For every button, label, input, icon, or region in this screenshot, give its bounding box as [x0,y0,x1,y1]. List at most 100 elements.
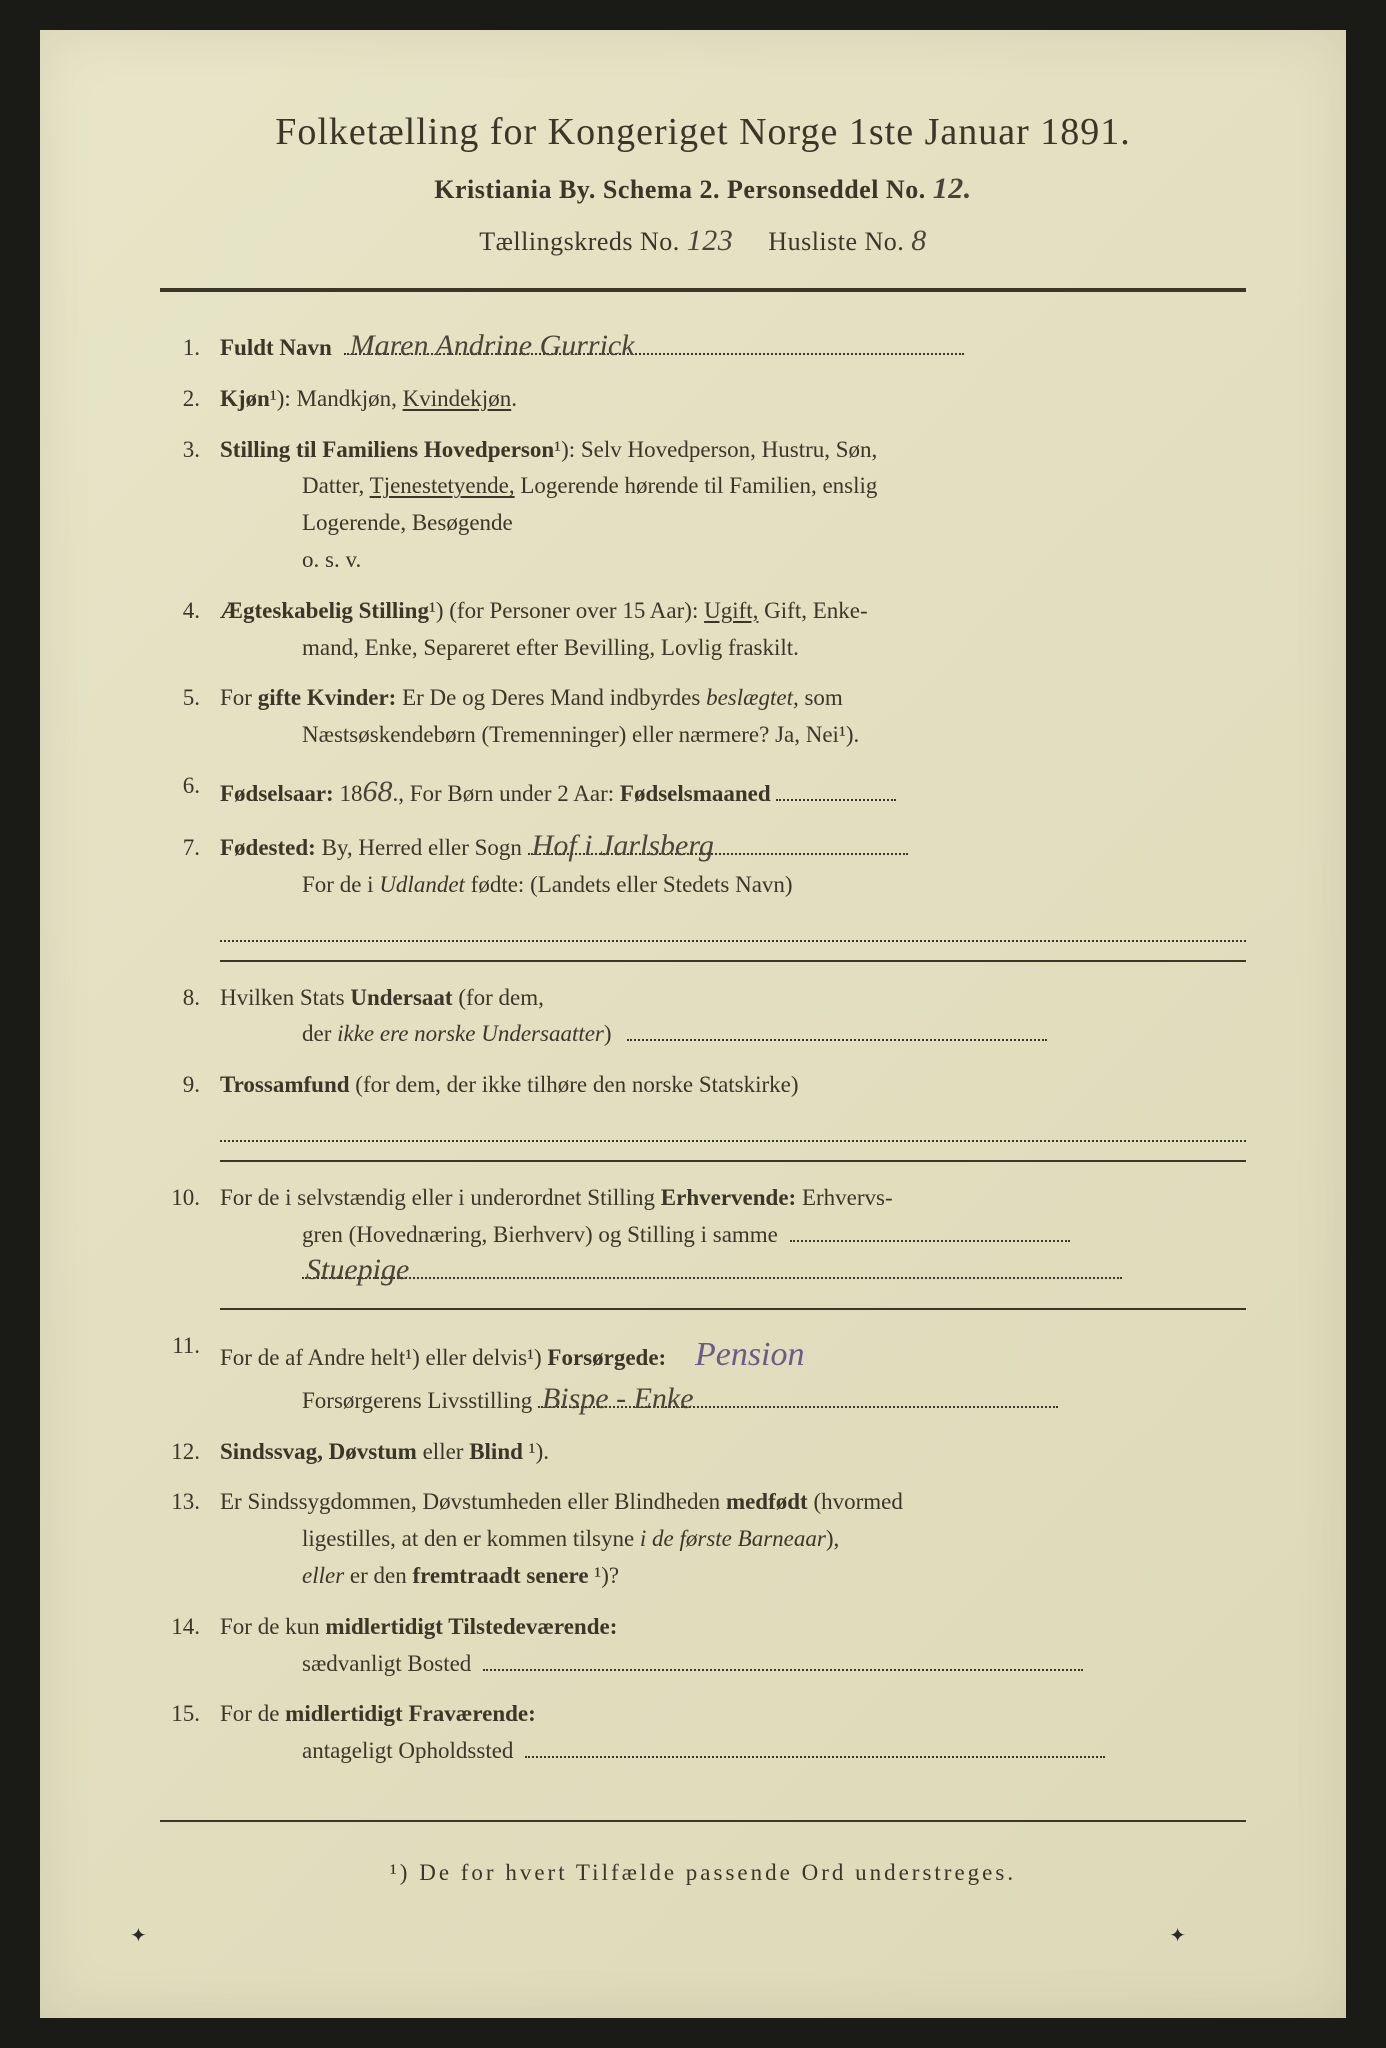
body-15: For de midlertidigt Fraværende: antageli… [220,1696,1246,1770]
label-11: Forsørgede: [542,1345,667,1370]
item-12: 12. Sindssvag, Døvstum eller Blind ¹). [160,1434,1246,1471]
i13a: i de første Barneaar [640,1526,826,1551]
label-3: Stilling til Familiens Hovedperson [220,437,554,462]
t11c-line: Forsørgerens Livsstilling Bispe - Enke [220,1383,1246,1420]
num-12: 12. [160,1434,220,1471]
kreds-no: 123 [687,224,734,258]
label-6: Fødselsaar: [220,781,334,806]
t7b-line: For de i Udlandet fødte: (Landets eller … [220,867,1246,904]
ul-2: Kvindekjøn [403,386,512,411]
label-2: Kjøn [220,386,270,411]
t11b: eller delvis [420,1345,527,1370]
label-6b: Fødselsmaaned [620,781,771,806]
husliste-no: 8 [911,224,927,258]
t12a: eller [417,1439,469,1464]
t13d: ), [826,1526,839,1551]
t3c: Logerende hørende til Familien, enslig [515,473,878,498]
personseddel-no: 12. [933,172,972,206]
sub-prefix: Kristiania By. Schema 2. Personseddel No… [434,175,925,204]
t8a: Hvilken Stats [220,985,350,1010]
t5c: som [799,685,843,710]
t3b-line: Datter, Tjenestetyende, Logerende hørend… [220,468,1246,505]
note-11a: ¹) [405,1345,420,1370]
label-15: midlertidigt Fraværende: [285,1701,536,1726]
item-7: 7. Fødested: By, Herred eller Sogn Hof i… [160,830,1246,904]
t7c: fødte: (Landets eller Stedets Navn) [465,872,793,897]
t8c-line: der ikke ere norske Undersaatter) [220,1016,1246,1053]
t6a: 18 [334,781,363,806]
footer-divider [160,1820,1246,1822]
t3d: Logerende, Besøgende [220,505,1246,542]
body-11: For de af Andre helt¹) eller delvis¹) Fo… [220,1328,1246,1419]
t15a: For de [220,1701,285,1726]
i7a: Udlandet [379,872,465,897]
divider-7-8 [220,960,1246,962]
header-divider [160,288,1246,292]
body-6: Fødselsaar: 1868., For Børn under 2 Aar:… [220,768,1246,816]
year-6: 68 [362,768,392,816]
document-page: Folketælling for Kongeriget Norge 1ste J… [40,30,1346,2018]
t7b: For de i [302,872,379,897]
t5b: Er De og Deres Mand indbyrdes [396,685,706,710]
label-8: Undersaat [350,985,452,1010]
t13e: er den [344,1563,412,1588]
header-block: Folketælling for Kongeriget Norge 1ste J… [160,110,1246,258]
body-14: For de kun midlertidigt Tilstedeværende:… [220,1609,1246,1683]
item-2: 2. Kjøn¹): Mandkjøn, Kvindekjøn. [160,381,1246,418]
body-2: Kjøn¹): Mandkjøn, Kvindekjøn. [220,381,1246,418]
num-2: 2. [160,381,220,418]
t14b-line: sædvanligt Bosted [220,1646,1246,1683]
blank-line-9 [220,1118,1246,1142]
num-11: 11. [160,1328,220,1419]
i8a: ikke ere norske Undersaatter [337,1021,604,1046]
t13e-line: eller er den fremtraadt senere ¹)? [220,1558,1246,1595]
num-15: 15. [160,1696,220,1770]
label-7: Fødested: [220,835,316,860]
note-2: ¹): Mandkjøn, [270,386,403,411]
item-4: 4. Ægteskabelig Stilling¹) (for Personer… [160,593,1246,667]
title-subline: Kristiania By. Schema 2. Personseddel No… [160,172,1246,206]
t14b: sædvanligt Bosted [302,1651,471,1676]
num-4: 4. [160,593,220,667]
t5d: Næstsøskendebørn (Tremenninger) eller næ… [302,722,839,747]
label-12: Sindssvag, Døvstum [220,1439,417,1464]
t5d-line: Næstsøskendebørn (Tremenninger) eller næ… [220,717,1246,754]
item-6: 6. Fødselsaar: 1868., For Børn under 2 A… [160,768,1246,816]
blank-15 [525,1735,1105,1758]
ul-3: Tjenestetyende, [370,473,515,498]
blank-10a [790,1219,1070,1242]
t10a: For de i selvstændig eller i underordnet… [220,1185,661,1210]
t5a: For [220,685,258,710]
label-13b: fremtraadt senere [412,1563,588,1588]
label-4: Ægteskabelig Stilling [220,598,429,623]
footnote-text: De for hvert Tilfælde passende Ord under… [410,1860,1016,1885]
blank-8 [627,1018,1047,1041]
t11c: Forsørgerens Livsstilling [302,1388,538,1413]
body-13: Er Sindssygdommen, Døvstumheden eller Bl… [220,1484,1246,1594]
corner-mark-right: ✦ [1169,1923,1186,1948]
note-3: ¹): [554,437,575,462]
label-14: midlertidigt Tilstedeværende: [325,1614,617,1639]
t3b: Datter, [302,473,370,498]
body-7: Fødested: By, Herred eller Sogn Hof i Ja… [220,830,1246,904]
t8d: ) [604,1021,612,1046]
blank-14 [483,1648,1083,1671]
body-4: Ægteskabelig Stilling¹) (for Personer ov… [220,593,1246,667]
value-7: Hof i Jarlsberg [532,822,714,870]
t8b: (for dem, [453,985,544,1010]
num-3: 3. [160,432,220,579]
num-1: 1. [160,330,220,367]
t8c: der [302,1021,337,1046]
num-14: 14. [160,1609,220,1683]
t13c-line: ligestilles, at den er kommen tilsyne i … [220,1521,1246,1558]
t3e: o. s. v. [220,542,1246,579]
t9a: (for dem, der ikke tilhøre den norske St… [350,1072,799,1097]
footnote-marker: ¹) [390,1860,411,1885]
t3a: Selv Hovedperson, Hustru, Søn, [575,437,877,462]
husliste-label: Husliste No. [768,227,904,256]
label-9: Trossamfund [220,1072,350,1097]
note-4: ¹) (for Personer over 15 Aar): [429,598,704,623]
t6b: ., For Børn under 2 Aar: [392,781,619,806]
t15b: antageligt Opholdssted [302,1738,513,1763]
value-1: Maren Andrine Gurrick [350,322,635,370]
